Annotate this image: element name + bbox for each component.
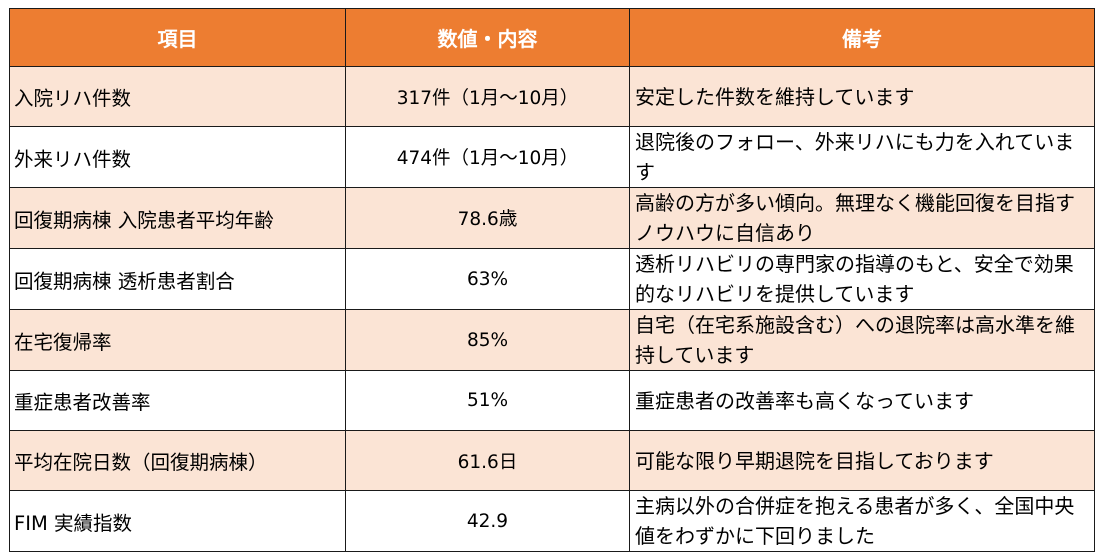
table-row: 回復期病棟 入院患者平均年齢 78.6歳 高齢の方が多い傾向。無理なく機能回復を… (9, 187, 1095, 249)
row-item: 回復期病棟 透析患者割合 (9, 248, 346, 310)
table-header-row: 項目 数値・内容 備考 (9, 8, 1095, 67)
row-value: 317件（1月～10月） (345, 66, 630, 127)
row-value: 85% (345, 309, 630, 371)
header-item: 項目 (9, 8, 346, 67)
row-value: 51% (345, 370, 630, 431)
table-row: 重症患者改善率 51% 重症患者の改善率も高くなっています (9, 370, 1095, 431)
row-note: 安定した件数を維持しています (635, 84, 915, 109)
row-value: 63% (345, 248, 630, 310)
header-note: 備考 (629, 8, 1095, 67)
row-note: 主病以外の合併症を抱える患者が多く、全国中央値をわずかに下回りました (635, 494, 1075, 548)
table-row: FIM 実績指数 42.9 主病以外の合併症を抱える患者が多く、全国中央値をわず… (9, 490, 1095, 552)
row-item: 回復期病棟 入院患者平均年齢 (9, 187, 346, 249)
row-note: 高齢の方が多い傾向。無理なく機能回復を目指すノウハウに自信あり (635, 191, 1075, 245)
row-note: 透析リハビリの専門家の指導のもと、安全で効果的なリハビリを提供しています (635, 252, 1074, 306)
table-row: 在宅復帰率 85% 自宅（在宅系施設含む）への退院率は高水準を維持しています (9, 309, 1095, 371)
row-value: 61.6日 (345, 430, 630, 491)
statistics-table: 項目 数値・内容 備考 入院リハ件数 317件（1月～10月） 安定した件数を維… (9, 8, 1095, 552)
table-row: 平均在院日数（回復期病棟） 61.6日 可能な限り早期退院を目指しております (9, 430, 1095, 491)
header-value: 数値・内容 (345, 8, 630, 67)
row-item: 外来リハ件数 (9, 126, 346, 188)
row-note: 自宅（在宅系施設含む）への退院率は高水準を維持しています (635, 313, 1075, 367)
row-item: 入院リハ件数 (9, 66, 346, 127)
row-value: 474件（1月～10月） (345, 126, 630, 188)
row-note: 可能な限り早期退院を目指しております (635, 448, 994, 473)
row-note: 重症患者の改善率も高くなっています (635, 388, 974, 413)
table-row: 入院リハ件数 317件（1月～10月） 安定した件数を維持しています (9, 66, 1095, 127)
row-item: FIM 実績指数 (9, 490, 346, 552)
table-row: 回復期病棟 透析患者割合 63% 透析リハビリの専門家の指導のもと、安全で効果的… (9, 248, 1095, 310)
row-value: 42.9 (345, 490, 630, 552)
row-item: 重症患者改善率 (9, 370, 346, 431)
row-item: 平均在院日数（回復期病棟） (9, 430, 346, 491)
row-item: 在宅復帰率 (9, 309, 346, 371)
row-note: 退院後のフォロー、外来リハにも力を入れています (635, 130, 1075, 184)
row-value: 78.6歳 (345, 187, 630, 249)
table-row: 外来リハ件数 474件（1月～10月） 退院後のフォロー、外来リハにも力を入れて… (9, 126, 1095, 188)
